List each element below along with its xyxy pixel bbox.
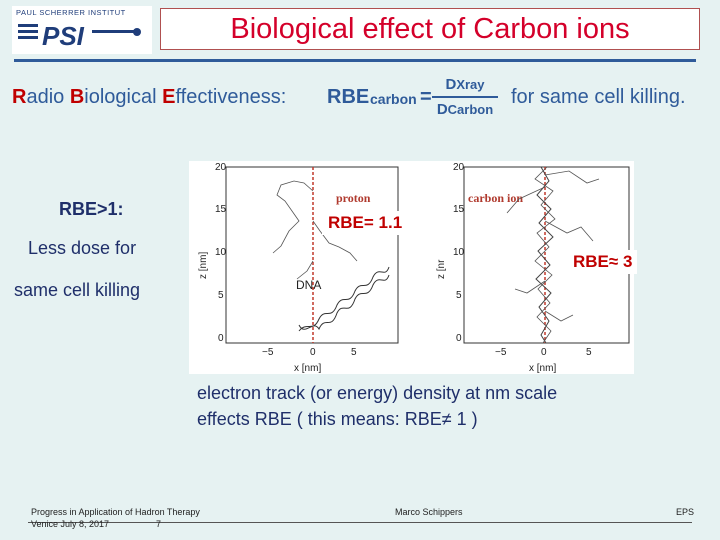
- track-plots: 20 15 10 5 0 −5 0 5 x [nm] z [nm] 20 15 …: [198, 162, 630, 374]
- right-xaxis-label: x [nm]: [529, 363, 556, 374]
- left-xaxis-label: x [nm]: [294, 363, 321, 374]
- left-xtick-neg5: −5: [262, 347, 274, 358]
- footer-page-number: 7: [156, 519, 162, 529]
- carbon-delta-ray-1: [544, 170, 600, 184]
- title-rule: [14, 59, 696, 62]
- word-iological: iological: [84, 86, 163, 108]
- initial-r: R: [12, 86, 27, 108]
- footer-author: Marco Schippers: [395, 507, 463, 517]
- right-xtick-5: 5: [586, 347, 592, 358]
- formula-fraction: DXray DCarbon: [432, 76, 498, 118]
- caption-line-1: electron track (or energy) density at nm…: [197, 383, 558, 403]
- left-ytick-5: 5: [218, 290, 224, 301]
- proton-rbe-label: RBE= 1.1: [322, 211, 409, 235]
- footer-conference: Progress in Application of Hadron Therap…: [31, 507, 200, 517]
- left-ytick-20: 20: [215, 162, 227, 173]
- fraction-denominator: DCarbon: [436, 101, 494, 118]
- proton-delta-ray-3: [296, 260, 314, 280]
- carbon-track-core-2: [534, 166, 556, 344]
- dna-strand-1: [298, 266, 390, 332]
- cell-killing-line: same cell killing: [14, 280, 141, 300]
- right-ytick-0: 0: [456, 333, 462, 344]
- less-dose-line: Less dose for: [28, 238, 137, 258]
- carbon-delta-ray-3: [544, 220, 594, 242]
- footer-date: Venice July 8, 2017: [31, 519, 110, 529]
- figure-caption: electron track (or energy) density at nm…: [197, 380, 557, 432]
- carbon-delta-ray-2: [506, 186, 546, 214]
- left-ytick-10: 10: [215, 247, 227, 258]
- carbon-ion-label: carbon ion: [468, 191, 523, 205]
- left-ytick-0: 0: [218, 333, 224, 344]
- word-ffectiveness: ffectiveness:: [175, 86, 287, 108]
- carbon-delta-ray-5: [544, 310, 574, 322]
- left-ytick-15: 15: [215, 204, 227, 215]
- footer-rule: [28, 522, 692, 523]
- formula-tail: for same cell killing.: [511, 86, 686, 108]
- formula-equals: =: [420, 86, 432, 108]
- proton-delta-ray-2: [312, 220, 358, 262]
- formula-carbon-subscript: carbon: [370, 91, 417, 107]
- logo-text: PSI: [42, 21, 84, 51]
- title-box: Biological effect of Carbon ions: [160, 8, 700, 50]
- initial-b: B: [69, 86, 85, 108]
- footer-eps: EPS: [676, 507, 695, 517]
- proton-delta-ray-1: [272, 180, 314, 254]
- carbon-rbe-label: RBE≈ 3: [568, 250, 638, 274]
- formula-rbe: RBE: [327, 86, 370, 108]
- rbe-greater-heading: RBE>1:: [59, 199, 124, 219]
- fraction-bar: [432, 96, 498, 98]
- initial-e: E: [162, 86, 176, 108]
- proton-label: proton: [336, 191, 371, 205]
- caption-line-2: effects RBE ( this means: RBE≠ 1 ): [197, 409, 478, 429]
- word-adio: adio: [26, 86, 70, 108]
- left-xtick-0: 0: [310, 347, 316, 358]
- page-title: Biological effect of Carbon ions: [230, 12, 630, 45]
- logo-graphic: [18, 24, 141, 39]
- right-ytick-15: 15: [453, 204, 465, 215]
- right-xtick-neg5: −5: [495, 347, 507, 358]
- right-ytick-20: 20: [453, 162, 465, 173]
- fraction-numerator: DXray: [445, 76, 485, 93]
- left-yaxis-label: z [nm]: [198, 252, 209, 279]
- track-figure: 20 15 10 5 0 −5 0 5 x [nm] z [nm] 20 15 …: [189, 161, 634, 374]
- rbe-definition-text: Radio Biological Effectiveness:: [12, 86, 286, 109]
- carbon-track-core-1: [535, 166, 554, 344]
- carbon-delta-ray-4: [514, 280, 546, 294]
- left-xtick-5: 5: [351, 347, 357, 358]
- dna-strand-2: [298, 274, 390, 331]
- dna-label: DNA: [296, 278, 321, 292]
- right-yaxis-label: z [nr: [436, 259, 447, 279]
- right-ytick-10: 10: [453, 247, 465, 258]
- logo-caption: PAUL SCHERRER INSTITUT: [16, 8, 126, 17]
- psi-logo: PAUL SCHERRER INSTITUT PSI: [12, 6, 152, 54]
- right-ytick-5: 5: [456, 290, 462, 301]
- proton-plot-frame: [225, 166, 399, 344]
- right-xtick-0: 0: [541, 347, 547, 358]
